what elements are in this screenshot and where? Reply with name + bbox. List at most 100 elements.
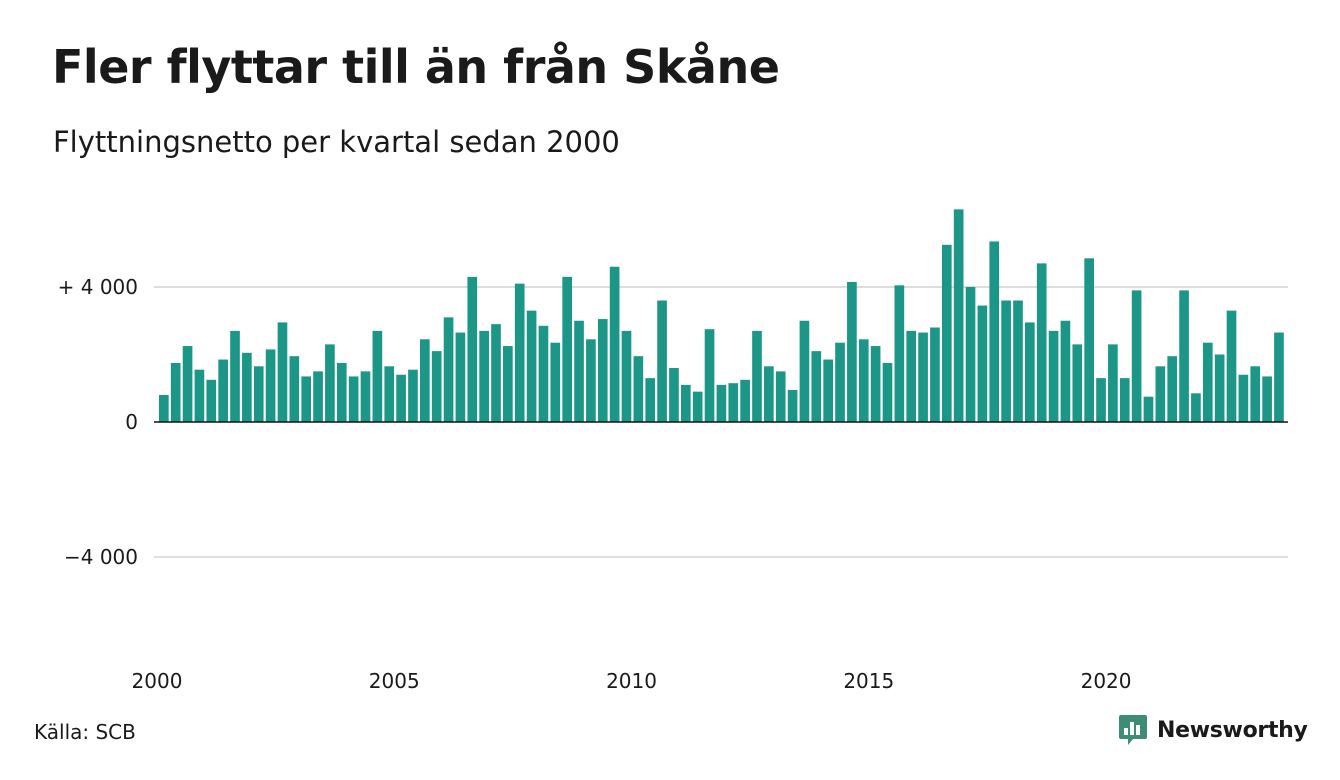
brand-logo: Newsworthy	[1118, 713, 1308, 747]
bar	[597, 319, 608, 422]
bar	[870, 346, 881, 422]
bar	[467, 276, 478, 423]
axes: + 4 000 0 −4 000 2000 2005 2010 2015 2020	[58, 275, 1288, 693]
bar	[301, 376, 312, 422]
bar	[408, 369, 418, 422]
bar	[479, 330, 489, 423]
bar	[562, 276, 573, 423]
bar	[823, 359, 833, 422]
bar	[360, 371, 371, 423]
newsworthy-logo-icon	[1119, 715, 1147, 745]
chart-subtitle: Flyttningsnetto per kvartal sedan 2000	[53, 125, 620, 159]
bar	[1238, 374, 1249, 422]
bar	[1060, 320, 1071, 422]
bar	[443, 317, 454, 423]
bar	[633, 356, 644, 422]
bar	[1013, 300, 1023, 422]
bar	[1274, 332, 1284, 422]
bar	[858, 339, 869, 422]
bar	[1084, 258, 1094, 422]
y-tick-label: −4 000	[64, 545, 138, 569]
bar	[621, 330, 632, 423]
bar	[419, 339, 430, 422]
bar	[325, 344, 335, 423]
bar	[1202, 342, 1213, 422]
source-note: Källa: SCB	[34, 720, 136, 744]
x-tick-label: 2000	[132, 669, 183, 693]
bar	[1025, 322, 1035, 422]
bar	[680, 384, 691, 423]
bar	[313, 371, 323, 423]
bar	[1250, 366, 1261, 422]
bar	[1001, 300, 1011, 422]
bar	[882, 362, 893, 422]
bar	[550, 342, 561, 422]
bar	[657, 300, 667, 422]
bar	[1072, 344, 1083, 423]
bar	[384, 366, 395, 422]
bar	[574, 320, 584, 422]
bar	[965, 287, 976, 422]
bar	[182, 346, 193, 422]
bar	[775, 371, 786, 423]
bar	[716, 384, 727, 423]
bar	[289, 356, 300, 422]
bar	[740, 379, 750, 422]
bar	[514, 283, 525, 423]
bar	[277, 322, 288, 422]
x-tick-label: 2005	[369, 669, 420, 693]
x-tick-label: 2015	[843, 669, 894, 693]
bar	[906, 330, 917, 423]
bar	[431, 351, 442, 423]
bar	[1262, 376, 1272, 422]
bar	[1108, 344, 1118, 423]
bar	[1214, 354, 1225, 422]
bar	[764, 366, 774, 422]
bar	[1226, 310, 1237, 423]
bar	[847, 281, 857, 422]
bar	[336, 362, 347, 422]
bar	[941, 244, 952, 422]
bar	[692, 391, 703, 423]
gridlines	[154, 286, 1288, 558]
bar	[170, 362, 181, 422]
bar	[609, 266, 620, 422]
bar	[1131, 290, 1142, 423]
bar	[1179, 290, 1189, 423]
bar	[704, 329, 715, 422]
bar	[669, 368, 679, 422]
bar	[206, 379, 217, 422]
bar	[372, 330, 383, 423]
bars	[159, 209, 1284, 423]
bar	[1143, 396, 1154, 422]
bar	[1119, 378, 1130, 423]
bar	[799, 320, 810, 422]
bar	[728, 383, 739, 422]
bar	[159, 395, 169, 422]
bar	[230, 330, 240, 423]
bar	[1048, 330, 1059, 423]
bar	[1155, 366, 1166, 422]
x-tick-label: 2020	[1081, 669, 1132, 693]
bar	[953, 209, 964, 423]
bar	[455, 332, 466, 422]
bar	[894, 285, 905, 422]
bar	[918, 332, 928, 422]
bar-chart: + 4 000 0 −4 000 2000 2005 2010 2015 2020	[58, 209, 1288, 693]
bar	[752, 330, 762, 423]
bar	[586, 339, 596, 422]
y-tick-label: 0	[125, 410, 138, 434]
bar	[1167, 356, 1178, 422]
bar	[194, 369, 205, 422]
bar	[645, 378, 656, 423]
bar	[491, 324, 501, 423]
bar	[526, 310, 537, 423]
bar	[930, 327, 940, 422]
bar	[265, 349, 276, 422]
bar	[811, 351, 822, 423]
bar	[503, 346, 513, 422]
bar	[977, 305, 988, 422]
bar	[1191, 393, 1201, 422]
bar	[218, 359, 228, 422]
bar	[787, 389, 798, 422]
